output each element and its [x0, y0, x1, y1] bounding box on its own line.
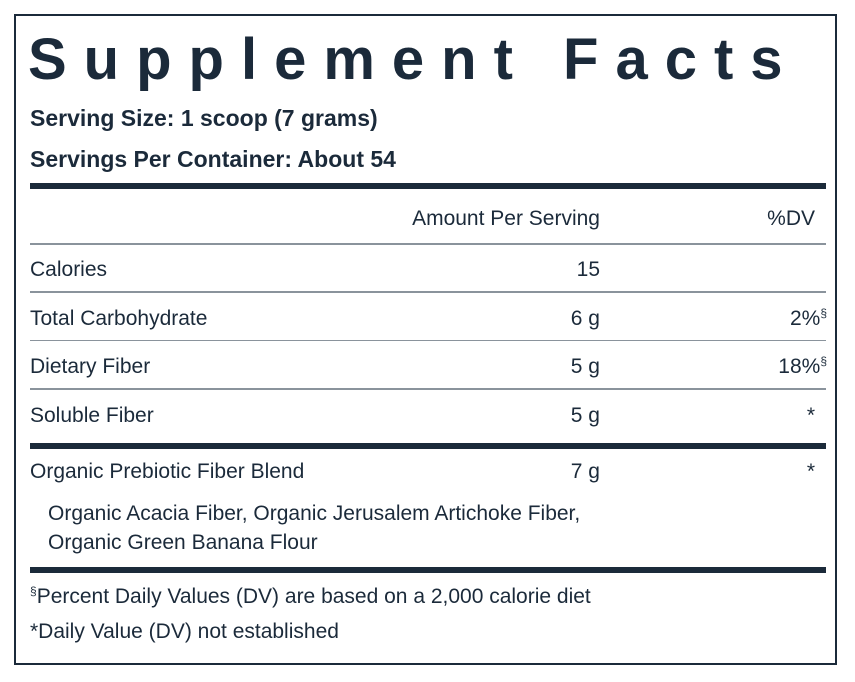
rule: [30, 443, 826, 449]
servings-per-container: Servings Per Container: About 54: [30, 146, 396, 172]
dv-value: *: [806, 403, 815, 427]
label-border: [14, 14, 837, 665]
dv-note: §: [820, 305, 827, 320]
row-label: Soluble Fiber: [30, 403, 154, 427]
footnote: §Percent Daily Values (DV) are based on …: [30, 584, 591, 610]
ingredient-line: Organic Acacia Fiber, Organic Jerusalem …: [48, 502, 581, 525]
row-amount: 7 g: [570, 460, 600, 483]
row-label: Organic Prebiotic Fiber Blend: [30, 460, 305, 483]
footnote-text: Percent Daily Values (DV) are based on a…: [36, 585, 591, 608]
title: Supplement Facts: [28, 27, 800, 92]
rule: [30, 388, 826, 390]
footnote: *Daily Value (DV) not established: [30, 620, 339, 643]
row-amount: 5 g: [570, 355, 600, 378]
amount-header: Amount Per Serving: [412, 207, 600, 230]
row-label: Dietary Fiber: [30, 355, 151, 378]
dv-value: 18%: [778, 355, 821, 378]
dv-note: §: [820, 354, 827, 368]
ingredient-line: Organic Green Banana Flour: [48, 531, 318, 554]
serving-size: Serving Size: 1 scoop (7 grams): [30, 105, 378, 131]
row-amount: 5 g: [570, 403, 600, 427]
rule: [30, 291, 826, 293]
row-amount: 6 g: [570, 306, 600, 330]
row-dv: 18%§: [778, 354, 827, 380]
rule: [30, 339, 826, 341]
row-label: Calories: [30, 258, 108, 281]
dv-value: 2%: [789, 306, 821, 330]
rule: [30, 243, 826, 245]
row-dv: *: [806, 460, 815, 483]
row-dv: 2%§: [790, 306, 827, 332]
rule: [30, 183, 826, 189]
row-label: Total Carbohydrate: [30, 306, 208, 330]
row-amount: 15: [576, 258, 600, 281]
footnote-mark: §: [30, 584, 37, 598]
dv-header: %DV: [767, 207, 815, 230]
row-dv: *: [807, 403, 815, 429]
rule: [30, 567, 826, 573]
